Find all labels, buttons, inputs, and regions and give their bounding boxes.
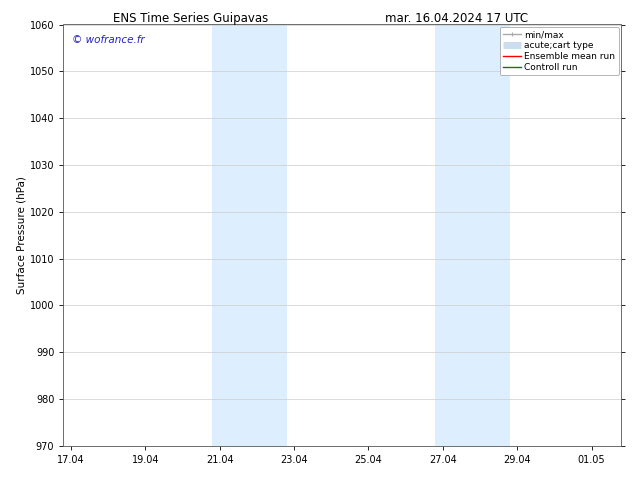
- Text: © wofrance.fr: © wofrance.fr: [72, 35, 145, 45]
- Y-axis label: Surface Pressure (hPa): Surface Pressure (hPa): [17, 176, 27, 294]
- Text: mar. 16.04.2024 17 UTC: mar. 16.04.2024 17 UTC: [385, 12, 528, 25]
- Text: ENS Time Series Guipavas: ENS Time Series Guipavas: [113, 12, 268, 25]
- Bar: [212, 24, 287, 446]
- Legend: min/max, acute;cart type, Ensemble mean run, Controll run: min/max, acute;cart type, Ensemble mean …: [500, 27, 619, 75]
- Bar: [436, 24, 510, 446]
